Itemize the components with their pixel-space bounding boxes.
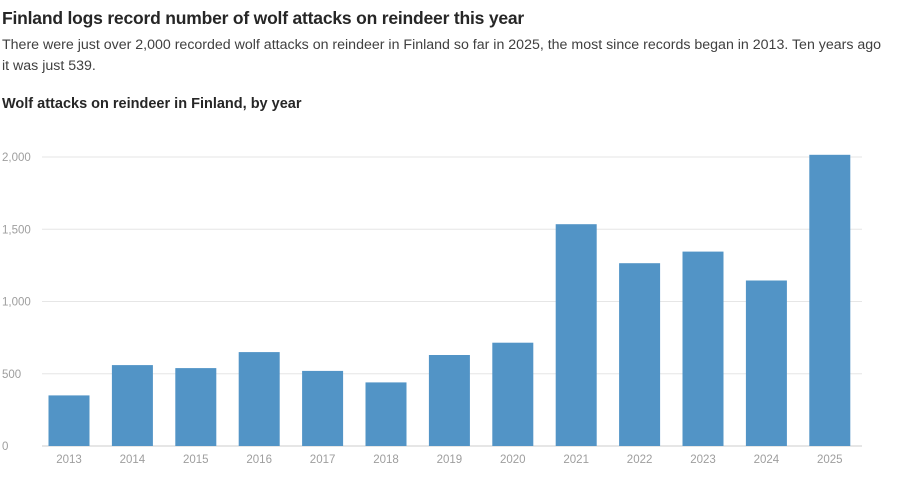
x-tick-label: 2024 (754, 454, 780, 466)
x-tick-label: 2015 (183, 454, 209, 466)
bar-2025 (809, 154, 851, 447)
y-axis-ticks: 0 500 1,000 1,500 2,000 (2, 152, 31, 453)
x-axis-ticks: 2013 2014 2015 2016 2017 2018 2019 2020 2021 2022… (56, 454, 842, 466)
x-tick-label: 2019 (437, 454, 463, 466)
bar-2024 (745, 280, 787, 446)
bar-2016 (238, 352, 280, 446)
bar-chart: 0 500 1,000 1,500 2,000 2013 2014 2015 2016 2017… (2, 152, 862, 466)
x-tick-label: 2020 (500, 454, 526, 466)
x-tick-label: 2016 (246, 454, 272, 466)
y-tick-label: 500 (2, 369, 21, 381)
bar-2018 (365, 382, 407, 446)
chart-title: Wolf attacks on reindeer in Finland, by … (2, 96, 302, 112)
x-tick-label: 2025 (817, 454, 843, 466)
y-tick-label: 1,000 (2, 297, 31, 309)
y-tick-label: 2,000 (2, 152, 31, 164)
bar-2022 (619, 263, 661, 446)
bar-2021 (555, 224, 597, 446)
bar-2020 (492, 342, 534, 446)
x-tick-label: 2018 (373, 454, 399, 466)
x-tick-label: 2023 (690, 454, 716, 466)
bars (48, 154, 851, 447)
bar-2023 (682, 251, 724, 446)
bar-2014 (111, 365, 153, 446)
x-tick-label: 2021 (563, 454, 589, 466)
bar-2015 (175, 368, 217, 446)
headline: Finland logs record number of wolf attac… (2, 8, 525, 28)
x-tick-label: 2014 (120, 454, 146, 466)
bar-2019 (428, 355, 470, 446)
subtitle: There were just over 2,000 recorded wolf… (2, 37, 882, 74)
y-tick-label: 0 (2, 441, 8, 453)
y-tick-label: 1,500 (2, 224, 31, 236)
x-tick-label: 2017 (310, 454, 336, 466)
bar-2013 (48, 395, 90, 446)
x-tick-label: 2013 (56, 454, 82, 466)
x-tick-label: 2022 (627, 454, 653, 466)
bar-2017 (302, 370, 344, 446)
